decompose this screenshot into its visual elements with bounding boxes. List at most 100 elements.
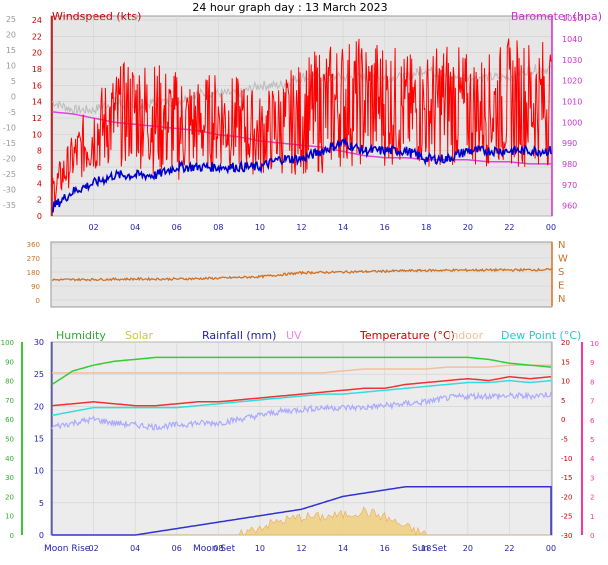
wind-x-tick-label: 04 <box>130 223 140 232</box>
temp-tick-label: 10 <box>561 378 570 386</box>
legend-uv: UV <box>286 329 302 342</box>
baro-tick-label: 1040 <box>562 35 582 44</box>
compass-label: N <box>558 294 565 305</box>
sun-set-label: Sun Set <box>412 544 447 554</box>
rainfall-line <box>52 486 552 536</box>
moon-rise-label: Moon Rise <box>44 544 91 554</box>
direction-tick-label: 0 <box>36 297 40 305</box>
weather-x-tick-label: 18 <box>421 544 431 553</box>
uv-tick-label: 4 <box>590 455 595 463</box>
wind-tick-label: 20 <box>32 49 42 58</box>
barometer-line <box>51 111 551 165</box>
uv-tick-label: 0 <box>590 532 594 540</box>
indoor-temp-line <box>52 364 551 374</box>
legend-rainfall: Rainfall (mm) <box>202 329 276 342</box>
wind-x-tick-label: 08 <box>213 223 223 232</box>
rain-tick-label: 20 <box>34 402 44 411</box>
temp-tick-label: -5 <box>561 436 568 444</box>
temp-tick-label: 15 <box>6 46 16 55</box>
uv-tick-label: 7 <box>590 398 594 406</box>
uv-tick-label: 10 <box>590 340 599 348</box>
wind-tick-label: 16 <box>32 81 42 90</box>
compass-label: N <box>558 240 565 251</box>
direction-tick-label: 360 <box>27 241 40 249</box>
rain-tick-label: 10 <box>34 467 44 476</box>
wind-tick-label: 2 <box>37 196 42 205</box>
baro-tick-label: 980 <box>562 160 577 169</box>
weather-x-tick-label: 10 <box>255 544 265 553</box>
compass-label: W <box>558 254 568 265</box>
wind-tick-label: 10 <box>32 130 42 139</box>
weather-x-tick-label: 00 <box>546 544 556 553</box>
temp-tick-label: -15 <box>561 474 572 482</box>
wind-tick-label: 14 <box>32 98 42 107</box>
windgust-line <box>51 38 552 205</box>
wind-x-tick-label: 06 <box>172 223 182 232</box>
uv-tick-label: 5 <box>590 436 594 444</box>
humidity-tick-label: 20 <box>5 493 14 501</box>
weather-x-tick-label: 02 <box>88 544 98 553</box>
wind-tick-label: 12 <box>32 114 42 123</box>
uv-tick-label: 3 <box>590 474 594 482</box>
direction-tick-label: 90 <box>31 283 40 291</box>
barometer-label: Barometer (hpa) <box>511 10 602 23</box>
humidity-tick-label: 50 <box>5 436 14 444</box>
wind-x-tick-label: 14 <box>338 223 348 232</box>
dew-point-line <box>51 379 552 417</box>
temp-tick-label: -30 <box>3 186 16 195</box>
baro-tick-label: 1020 <box>562 77 582 86</box>
weather-x-tick-label: 14 <box>338 544 348 553</box>
temp-tick-label: -10 <box>561 455 572 463</box>
baro-tick-label: 990 <box>562 139 577 148</box>
rain-tick-label: 30 <box>34 338 44 347</box>
legend-dew-point: Dew Point (°C) <box>501 329 581 342</box>
chart-title: 24 hour graph day : 13 March 2023 <box>192 1 387 14</box>
wind-x-tick-label: 00 <box>546 223 556 232</box>
baro-tick-label: 1030 <box>562 56 582 65</box>
baro-tick-label: 1000 <box>562 118 582 127</box>
uv-tick-label: 1 <box>590 513 594 521</box>
wind-x-tick-label: 02 <box>88 223 98 232</box>
wind-x-tick-label: 12 <box>296 223 306 232</box>
temp-tick-label: 20 <box>6 31 16 40</box>
rain-tick-label: 0 <box>39 531 44 540</box>
legend-indoor: Indoor <box>448 329 484 342</box>
rain-tick-label: 15 <box>34 435 44 444</box>
weather-x-tick-label: 12 <box>296 544 306 553</box>
temp-tick-label: 15 <box>561 358 570 366</box>
weather-x-tick-label: 16 <box>380 544 390 553</box>
wind-x-tick-label: 20 <box>463 223 473 232</box>
wind-tick-label: 4 <box>37 179 42 188</box>
direction-tick-label: 180 <box>27 269 40 277</box>
temp-tick-label: 25 <box>6 15 16 24</box>
temp-tick-label: -20 <box>561 493 572 501</box>
humidity-tick-label: 30 <box>5 474 14 482</box>
humidity-tick-label: 40 <box>5 455 14 463</box>
wind-series <box>51 38 552 213</box>
uv-tick-label: 2 <box>590 494 594 502</box>
humidity-tick-label: 100 <box>1 339 14 347</box>
humidity-tick-label: 0 <box>10 532 14 540</box>
temp-tick-label: -5 <box>8 108 16 117</box>
baro-tick-label: 1010 <box>562 97 582 106</box>
weather-x-tick-label: 08 <box>213 544 223 553</box>
wind-x-tick-label: 10 <box>255 223 265 232</box>
temp-tick-label: 5 <box>561 397 565 405</box>
temp-tick-label: 0 <box>11 93 16 102</box>
compass-label: S <box>558 267 564 278</box>
humidity-tick-label: 80 <box>5 378 14 386</box>
temp-tick-label: -35 <box>3 201 16 210</box>
wind-tick-label: 22 <box>32 32 42 41</box>
weather-x-tick-label: 04 <box>130 544 140 553</box>
moon-set-label: Moon Set <box>193 544 236 554</box>
wind-x-tick-label: 18 <box>421 223 431 232</box>
humidity-tick-label: 60 <box>5 416 14 424</box>
uv-tick-label: 9 <box>590 359 594 367</box>
apparent-temp-line <box>51 391 552 431</box>
temperature-line <box>51 375 552 407</box>
wind-x-tick-label: 16 <box>380 223 390 232</box>
rain-tick-label: 5 <box>39 499 44 508</box>
wind-tick-label: 6 <box>37 163 42 172</box>
wind-x-tick-label: 22 <box>504 223 514 232</box>
